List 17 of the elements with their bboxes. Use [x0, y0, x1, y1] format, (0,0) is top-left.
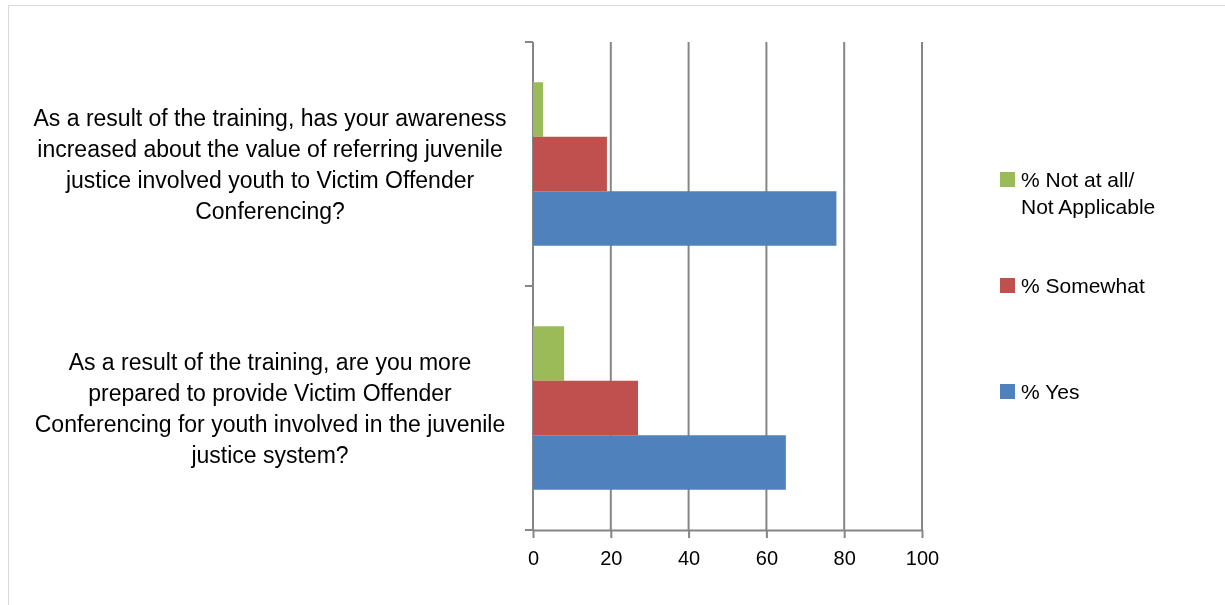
x-tick-label: 80 — [833, 547, 856, 569]
bar — [533, 82, 544, 137]
x-tick-label: 40 — [677, 547, 701, 569]
bar — [533, 435, 786, 490]
legend-label: % Somewhat — [1021, 274, 1145, 297]
bar — [533, 136, 607, 192]
legend-label: % Yes — [1021, 380, 1080, 403]
x-tick-label: 0 — [527, 547, 540, 569]
y-tick-label: As a result of the training, are you more prepared to provide Victim Offender Conferencing for youth involved in the juvenile justice system? — [34, 348, 506, 468]
x-tick-label: 100 — [905, 547, 940, 569]
x-tick-label: 60 — [755, 547, 779, 569]
bar — [533, 191, 837, 246]
legend-label: % Not at all/Not Applicable — [1021, 168, 1156, 218]
bar — [533, 380, 639, 436]
y-tick-label: As a result of the training, has your awareness increased about the value of referring juvenile justice involved youth to Victim Offender Conferencing? — [33, 104, 507, 224]
x-tick-label: 20 — [600, 547, 623, 569]
bar — [533, 326, 565, 381]
